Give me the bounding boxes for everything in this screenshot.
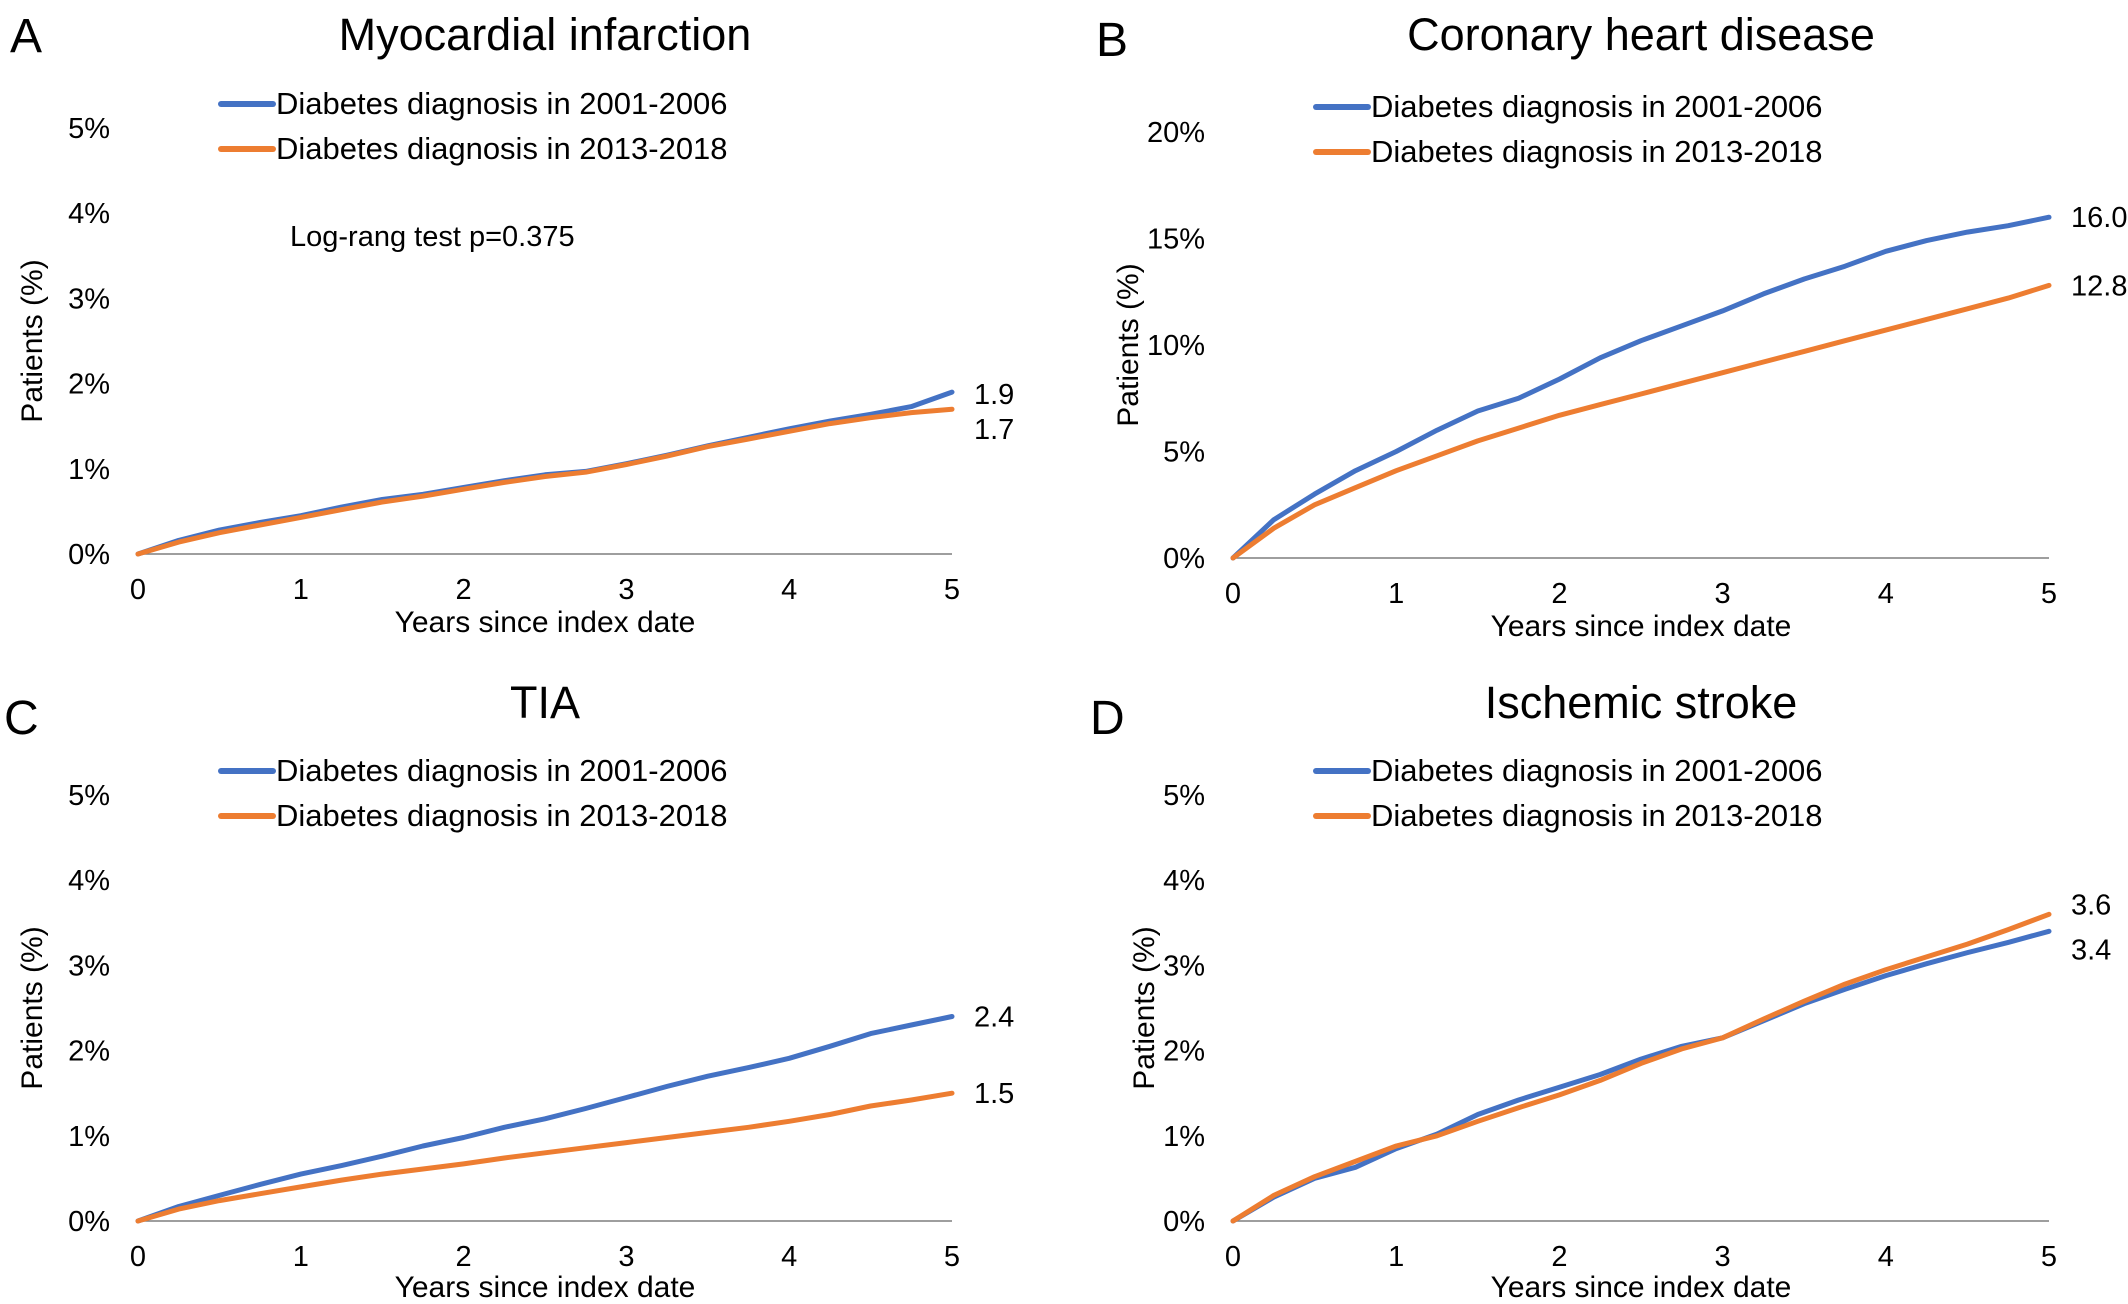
x-tick-label: 0	[130, 574, 146, 606]
series-end-label: 1.5	[974, 1078, 1014, 1110]
x-tick-label: 1	[1388, 578, 1404, 610]
series-line	[1230, 928, 2052, 1224]
x-tick-label: 5	[2041, 578, 2057, 610]
x-tick-label: 1	[1388, 1241, 1404, 1273]
y-axis-label: Patients (%)	[1112, 263, 1145, 426]
y-tick-label: 3%	[68, 283, 110, 315]
legend-label: Diabetes diagnosis in 2001-2006	[1371, 753, 1823, 788]
chart-title: Myocardial infarction	[339, 9, 752, 60]
series-line	[135, 406, 955, 557]
x-tick-label: 1	[293, 1241, 309, 1273]
y-tick-label: 2%	[68, 369, 110, 401]
y-tick-label: 1%	[68, 454, 110, 486]
y-axis-label: Patients (%)	[16, 259, 49, 422]
y-tick-label: 4%	[68, 198, 110, 230]
x-tick-label: 2	[1551, 1241, 1567, 1273]
legend-label: Diabetes diagnosis in 2013-2018	[276, 798, 728, 833]
chart-title: Coronary heart disease	[1407, 9, 1875, 60]
legend-label: Diabetes diagnosis in 2013-2018	[1371, 798, 1823, 833]
y-tick-label: 20%	[1147, 117, 1205, 149]
legend-label: Diabetes diagnosis in 2001-2006	[1371, 89, 1823, 124]
y-tick-label: 5%	[1163, 780, 1205, 812]
x-tick-label: 4	[1878, 1241, 1894, 1273]
x-tick-label: 5	[944, 574, 960, 606]
y-tick-label: 5%	[68, 780, 110, 812]
y-axis-label: Patients (%)	[1128, 926, 1161, 1089]
chart-panel-a: A Myocardial infarction 0 1 2 3 4 5 0% 1% 2% 3% 4% 5%…	[10, 9, 1014, 639]
x-tick-label: 3	[618, 574, 634, 606]
x-tick-label: 4	[1878, 578, 1894, 610]
y-tick-label: 5%	[1163, 437, 1205, 469]
chart-panel-b: B Coronary heart disease 0 1 2 3 4 5 0% 5% 10% 15% 2…	[1096, 9, 2127, 643]
y-tick-label: 0%	[1163, 543, 1205, 575]
chart-panel-c: C TIA 0 1 2 3 4 5 0% 1% 2% 3% 4% 5% Years since index …	[4, 677, 1014, 1304]
y-tick-label: 3%	[68, 950, 110, 982]
series-line	[135, 1090, 955, 1224]
y-tick-label: 0%	[68, 539, 110, 571]
series-line	[1230, 911, 2052, 1224]
series-end-label: 3.4	[2071, 934, 2111, 966]
x-tick-label: 2	[456, 574, 472, 606]
y-tick-label: 3%	[1163, 950, 1205, 982]
series-end-label: 2.4	[974, 1002, 1014, 1034]
y-tick-label: 0%	[68, 1206, 110, 1238]
y-tick-label: 4%	[68, 865, 110, 897]
y-tick-label: 4%	[1163, 865, 1205, 897]
series-line	[1230, 214, 2052, 561]
series-end-label: 1.9	[974, 379, 1014, 411]
y-tick-label: 1%	[68, 1121, 110, 1153]
x-tick-label: 0	[1225, 578, 1241, 610]
x-tick-label: 4	[781, 574, 797, 606]
y-axis-label: Patients (%)	[16, 926, 49, 1089]
x-tick-label: 3	[618, 1241, 634, 1273]
panel-letter: D	[1090, 692, 1125, 745]
series-line	[135, 1014, 955, 1224]
chart-title: Ischemic stroke	[1485, 677, 1798, 728]
x-tick-label: 2	[1551, 578, 1567, 610]
annotation-text: Log-rang test p=0.375	[290, 221, 575, 253]
panel-letter: B	[1096, 14, 1128, 67]
x-tick-label: 3	[1715, 1241, 1731, 1273]
x-tick-label: 1	[293, 574, 309, 606]
y-tick-label: 5%	[68, 113, 110, 145]
x-tick-label: 5	[944, 1241, 960, 1273]
x-tick-label: 0	[130, 1241, 146, 1273]
x-axis-label: Years since index date	[1491, 1271, 1792, 1304]
x-axis-label: Years since index date	[395, 1271, 696, 1304]
series-line	[135, 389, 955, 557]
series-end-label: 1.7	[974, 414, 1014, 446]
panel-letter: A	[10, 10, 42, 63]
y-tick-label: 2%	[1163, 1036, 1205, 1068]
y-tick-label: 2%	[68, 1036, 110, 1068]
series-line	[1230, 282, 2052, 561]
y-tick-label: 10%	[1147, 330, 1205, 362]
legend-label: Diabetes diagnosis in 2013-2018	[276, 131, 728, 166]
legend-label: Diabetes diagnosis in 2001-2006	[276, 86, 728, 121]
x-tick-label: 0	[1225, 1241, 1241, 1273]
series-end-label: 16.0	[2071, 202, 2127, 234]
y-tick-label: 15%	[1147, 224, 1205, 256]
x-tick-label: 3	[1715, 578, 1731, 610]
x-axis-label: Years since index date	[1491, 610, 1792, 643]
panel-letter: C	[4, 692, 39, 745]
x-tick-label: 4	[781, 1241, 797, 1273]
legend-label: Diabetes diagnosis in 2001-2006	[276, 753, 728, 788]
x-axis-label: Years since index date	[395, 606, 696, 639]
legend-label: Diabetes diagnosis in 2013-2018	[1371, 134, 1823, 169]
y-tick-label: 1%	[1163, 1121, 1205, 1153]
x-tick-label: 5	[2041, 1241, 2057, 1273]
y-tick-label: 0%	[1163, 1206, 1205, 1238]
series-end-label: 12.8	[2071, 270, 2127, 302]
chart-panel-d: D Ischemic stroke 0 1 2 3 4 5 0% 1% 2% 3% 4% 5% Years …	[1090, 677, 2111, 1304]
series-end-label: 3.6	[2071, 889, 2111, 921]
x-tick-label: 2	[456, 1241, 472, 1273]
chart-title: TIA	[510, 677, 580, 728]
